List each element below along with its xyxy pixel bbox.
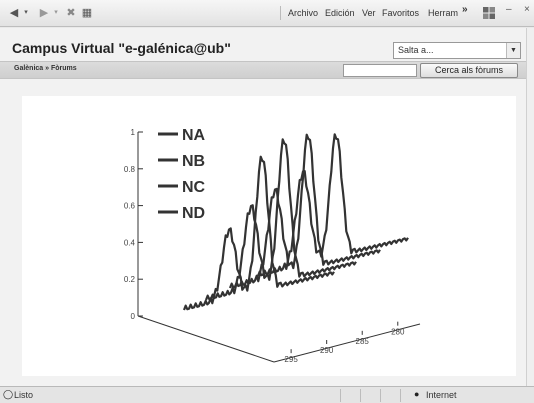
page-icon[interactable]: ▦: [81, 7, 93, 19]
chart-legend: NA NB NC ND: [158, 127, 206, 222]
series-line-na: [182, 155, 335, 311]
legend-label-nc: NC: [182, 179, 206, 196]
status-divider: [340, 389, 341, 402]
menu-archivo[interactable]: Archivo: [288, 8, 319, 18]
chart-series: [182, 133, 409, 311]
z-tick-label: 1: [131, 128, 136, 137]
menu-edicion[interactable]: Edición: [325, 8, 355, 18]
z-tick-label: 0: [131, 312, 136, 321]
page-title: Campus Virtual "e-galénica@ub": [12, 40, 231, 56]
menu-overflow-icon[interactable]: »: [462, 4, 468, 15]
chevron-down-icon[interactable]: ▼: [506, 43, 520, 58]
z-tick-label: 0.6: [124, 202, 136, 211]
status-bar: ◯ Listo ● Internet: [0, 386, 534, 403]
menu-ver[interactable]: Ver: [362, 8, 376, 18]
z-tick-label: 0.8: [124, 165, 136, 174]
toolbar-separator: [280, 6, 281, 20]
forward-icon[interactable]: ▶: [39, 7, 49, 19]
waterfall-chart: 0 0.2 0.4 0.6 0.8 1 295 290 285 280 NA NB NC ND: [124, 127, 421, 364]
minimize-icon[interactable]: –: [506, 4, 512, 15]
status-zone: Internet: [426, 390, 457, 400]
forum-search-input[interactable]: [343, 64, 417, 77]
vertical-scrollbar[interactable]: [526, 28, 534, 386]
status-divider: [360, 389, 361, 402]
menu-favoritos[interactable]: Favoritos: [382, 8, 420, 18]
series-line-nc: [228, 133, 381, 289]
series-line-nd: [256, 133, 409, 277]
forum-search-button[interactable]: Cerca als fòrums: [420, 63, 518, 78]
nav-bar: Galènica » Fòrums Cerca als fòrums: [0, 61, 526, 79]
chart-ticks: 0 0.2 0.4 0.6 0.8 1 295 290 285 280: [124, 128, 405, 364]
back-icon[interactable]: ◀: [9, 7, 19, 19]
browser-toolbar: ◀ ▾ ▶ ▾ ✖ ▦ Archivo Edición Ver Favorito…: [0, 0, 534, 27]
close-icon[interactable]: ×: [524, 4, 530, 15]
status-divider: [380, 389, 381, 402]
series-line-nb: [204, 138, 357, 301]
x-tick-label: 280: [391, 328, 405, 337]
legend-label-nd: ND: [182, 205, 205, 222]
z-tick-label: 0.2: [124, 275, 136, 284]
legend-label-na: NA: [182, 127, 206, 144]
jump-to-select[interactable]: Salta a... ▼: [393, 42, 521, 59]
windows-logo-icon: [483, 7, 495, 19]
jump-to-select-value: Salta a...: [398, 45, 434, 55]
legend-label-nb: NB: [182, 153, 205, 170]
breadcrumb[interactable]: Galènica » Fòrums: [14, 65, 77, 72]
x-tick-label: 295: [284, 355, 298, 364]
status-text: Listo: [14, 390, 34, 400]
forward-dropdown-icon[interactable]: ▾: [54, 9, 58, 16]
web-page: Campus Virtual "e-galénica@ub" Salta a..…: [0, 28, 526, 386]
page-done-icon: ◯: [3, 389, 14, 399]
globe-icon: ●: [414, 389, 420, 399]
depth-axis-line: [137, 315, 275, 363]
stop-icon[interactable]: ✖: [66, 7, 76, 19]
x-tick-label: 290: [320, 346, 334, 355]
back-dropdown-icon[interactable]: ▾: [24, 9, 28, 16]
menu-herramientas[interactable]: Herram: [428, 8, 459, 18]
content-area: 0 0.2 0.4 0.6 0.8 1 295 290 285 280 NA NB NC ND: [22, 96, 516, 376]
chart-axes: [137, 132, 421, 363]
z-tick-label: 0.4: [124, 238, 136, 247]
x-tick-label: 285: [356, 337, 370, 346]
x-axis-line: [273, 323, 421, 363]
status-divider: [400, 389, 401, 402]
